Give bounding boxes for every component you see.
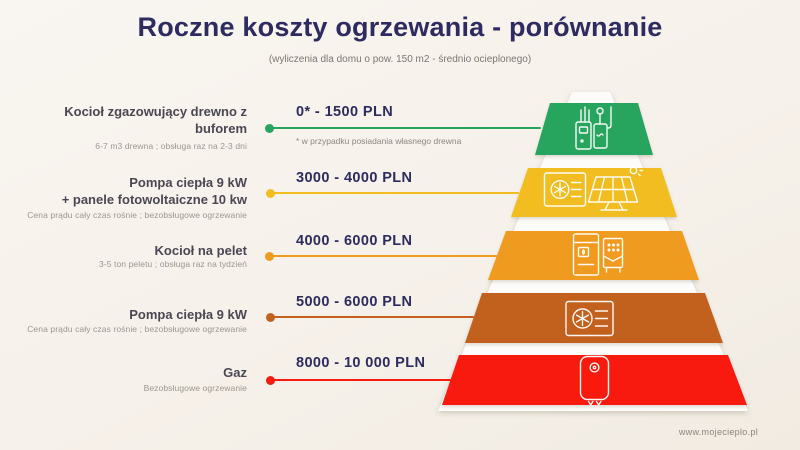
row-label-wood-gasification: Kocioł zgazowujący drewno z buforem: [64, 104, 247, 137]
row-label-heat-pump-pv: Pompa ciepła 9 kW + panele fotowoltaiczn…: [61, 175, 247, 208]
connector-line: [270, 379, 451, 381]
cost-pyramid: [438, 92, 748, 411]
gas-heater-icon: [579, 355, 610, 406]
website-url: www.mojecieplo.pl: [678, 427, 758, 437]
row-sublabel-wood-gasification: 6-7 m3 drewna ; obsługa raz na 2-3 dni: [95, 141, 247, 151]
row-label-heat-pump: Pompa ciepła 9 kW: [129, 307, 247, 322]
cost-value-gas: 8000 - 10 000 PLN: [296, 355, 426, 371]
pyramid-level-4: [465, 293, 723, 343]
row-sublabel-gas: Bezobsługowe ogrzewanie: [143, 383, 247, 393]
connector-line: [270, 316, 474, 318]
cost-value-wood-gasification: 0* - 1500 PLN: [296, 104, 394, 120]
pyramid-level-3: [488, 231, 699, 280]
solar-panel-icon: [587, 162, 644, 211]
connector-line: [269, 255, 497, 257]
connector-line: [270, 192, 519, 194]
page-title: Roczne koszty ogrzewania - porównanie: [137, 12, 663, 42]
row-sublabel-pellet-boiler: 3-5 ton peletu ; obsługa raz na tydzień: [98, 259, 247, 269]
pyramid-level-5: [442, 355, 747, 405]
row-sublabel-heat-pump-pv: Cena prądu cały czas rośnie ; bezobsługo…: [27, 210, 247, 220]
row-label-pellet-boiler: Kocioł na pelet: [154, 243, 247, 258]
cost-value-heat-pump: 5000 - 6000 PLN: [296, 294, 413, 310]
cost-value-heat-pump-pv: 3000 - 4000 PLN: [296, 170, 413, 186]
pellet-boiler-icon: [572, 233, 624, 276]
page-subtitle: (wyliczenia dla domu o pow. 150 m2 - śre…: [268, 54, 532, 65]
wood-gasification-boiler-icon: [575, 106, 612, 150]
row-label-gas: Gaz: [223, 365, 247, 380]
cost-note: * w przypadku posiadania własnego drewna: [296, 136, 462, 146]
row-sublabel-heat-pump: Cena prądu cały czas rośnie ; bezobsługo…: [27, 324, 247, 334]
heat-pump-icon: [565, 300, 614, 337]
cost-value-pellet-boiler: 4000 - 6000 PLN: [296, 233, 413, 249]
connector-line: [269, 127, 541, 129]
heat-pump-icon: [543, 172, 587, 207]
pyramid-level-2: [511, 168, 677, 217]
